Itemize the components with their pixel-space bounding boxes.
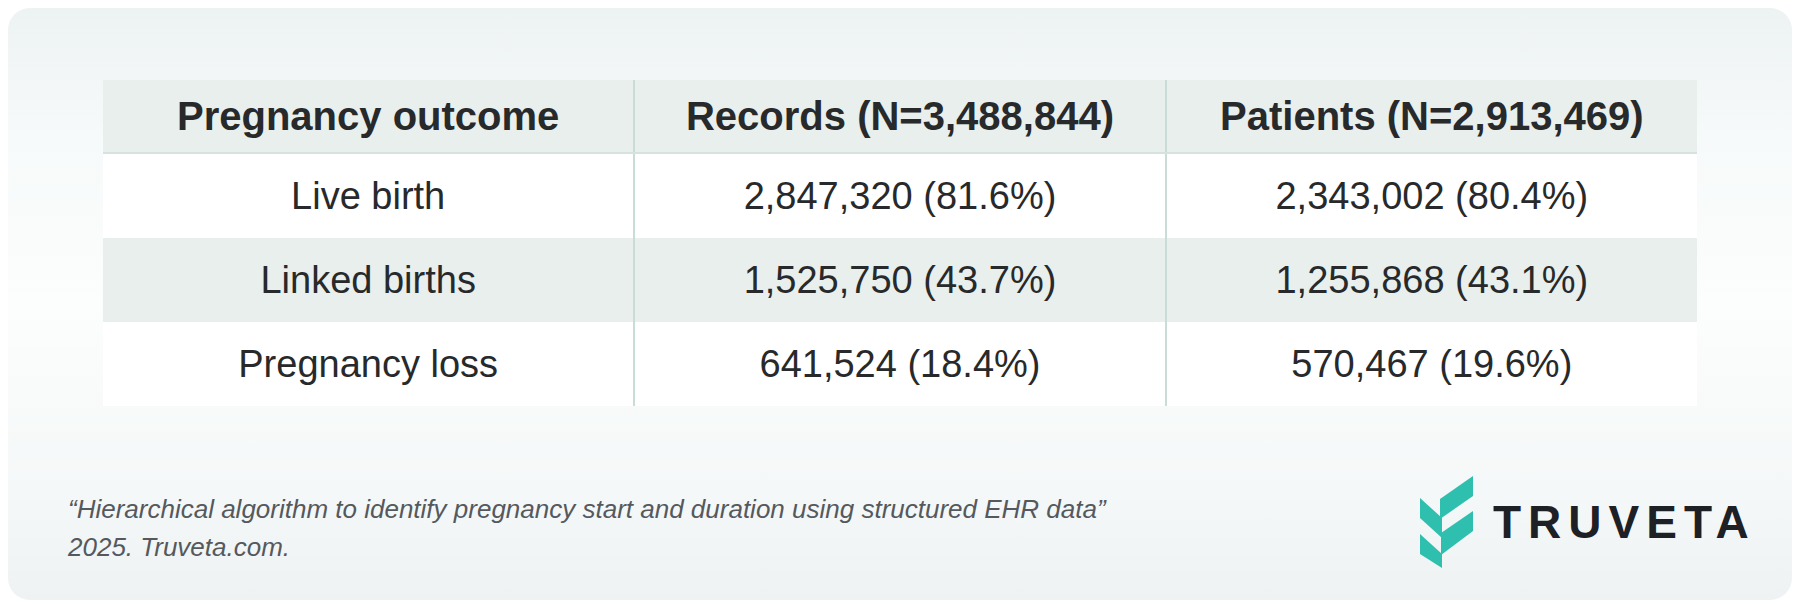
citation-footnote: “Hierarchical algorithm to identify preg… [68,490,1106,566]
cell-patients: 2,343,002 (80.4%) [1166,153,1697,238]
table-body: Live birth2,847,320 (81.6%)2,343,002 (80… [103,153,1697,406]
cell-records: 2,847,320 (81.6%) [634,153,1165,238]
column-header-patients: Patients (N=2,913,469) [1166,80,1697,153]
table-header: Pregnancy outcome Records (N=3,488,844) … [103,80,1697,153]
table-header-row: Pregnancy outcome Records (N=3,488,844) … [103,80,1697,153]
table-row: Live birth2,847,320 (81.6%)2,343,002 (80… [103,153,1697,238]
cell-outcome: Pregnancy loss [103,322,634,406]
cell-outcome: Linked births [103,238,634,322]
cell-patients: 570,467 (19.6%) [1166,322,1697,406]
column-header-records: Records (N=3,488,844) [634,80,1165,153]
cell-patients: 1,255,868 (43.1%) [1166,238,1697,322]
cell-outcome: Live birth [103,153,634,238]
cell-records: 641,524 (18.4%) [634,322,1165,406]
truveta-logo: TRUVETA [1420,476,1756,568]
pregnancy-outcomes-table: Pregnancy outcome Records (N=3,488,844) … [103,80,1697,406]
cell-records: 1,525,750 (43.7%) [634,238,1165,322]
table-row: Linked births1,525,750 (43.7%)1,255,868 … [103,238,1697,322]
column-header-pregnancy-outcome: Pregnancy outcome [103,80,634,153]
citation-title: “Hierarchical algorithm to identify preg… [68,490,1106,528]
truveta-leaf-icon [1420,476,1474,568]
citation-source: 2025. Truveta.com. [68,528,1106,566]
truveta-wordmark: TRUVETA [1493,495,1756,549]
infographic-card: Pregnancy outcome Records (N=3,488,844) … [8,8,1792,600]
table-row: Pregnancy loss641,524 (18.4%)570,467 (19… [103,322,1697,406]
